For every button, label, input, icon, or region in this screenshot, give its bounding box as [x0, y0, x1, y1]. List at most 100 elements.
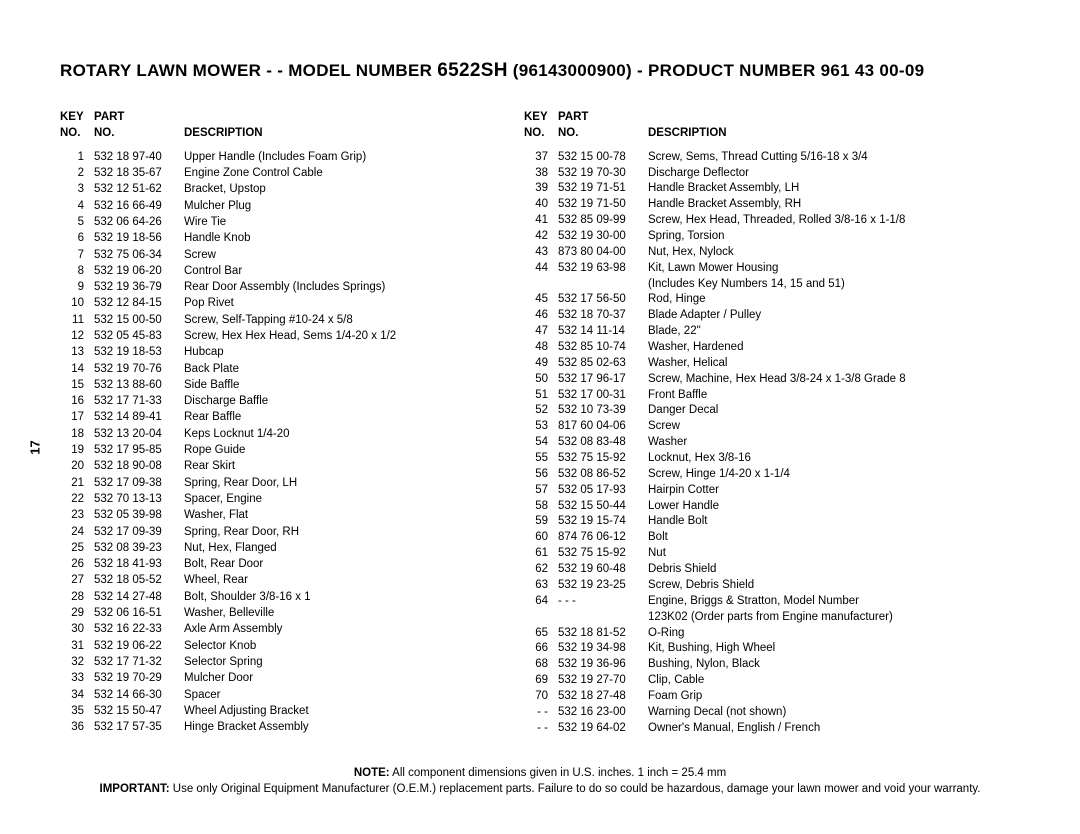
footer-important: IMPORTANT: Use only Original Equipment M… [40, 781, 1040, 798]
cell-key: 52 [524, 403, 558, 419]
table-row: 41532 85 09-99Screw, Hex Head, Threaded,… [524, 213, 928, 229]
cell-desc: Bolt, Rear Door [184, 557, 464, 573]
cell-desc: Owner's Manual, English / French [648, 721, 928, 737]
table-row: 70532 18 27-48Foam Grip [524, 689, 928, 705]
table-row: 1532 18 97-40Upper Handle (Includes Foam… [60, 150, 464, 166]
cell-key: 21 [60, 476, 94, 492]
cell-desc: Keps Locknut 1/4-20 [184, 427, 464, 443]
title-model: 6522SH [437, 60, 507, 81]
table-row: 24532 17 09-39Spring, Rear Door, RH [60, 525, 464, 541]
cell-desc: Mulcher Plug [184, 199, 464, 215]
cell-part: 532 19 71-51 [558, 181, 648, 197]
cell-key: 44 [524, 261, 558, 277]
cell-key: 40 [524, 197, 558, 213]
cell-key: 5 [60, 215, 94, 231]
cell-desc: Screw, Hex Hex Head, Sems 1/4-20 x 1/2 [184, 329, 464, 345]
cell-part: 532 19 60-48 [558, 562, 648, 578]
cell-part: 874 76 06-12 [558, 530, 648, 546]
cell-part: 532 19 18-56 [94, 231, 184, 247]
cell-part: 532 05 45-83 [94, 329, 184, 345]
table-row: 65532 18 81-52O-Ring [524, 626, 928, 642]
cell-part: - - - [558, 594, 648, 610]
cell-part: 532 19 15-74 [558, 514, 648, 530]
cell-key: 4 [60, 199, 94, 215]
cell-part: 532 19 70-30 [558, 166, 648, 182]
cell-desc: Spring, Torsion [648, 229, 928, 245]
cell-key: 28 [60, 590, 94, 606]
cell-desc: Blade Adapter / Pulley [648, 308, 928, 324]
cell-desc: Hairpin Cotter [648, 483, 928, 499]
cell-key: 64 [524, 594, 558, 610]
table-row: 26532 18 41-93Bolt, Rear Door [60, 557, 464, 573]
table-row: 33532 19 70-29Mulcher Door [60, 671, 464, 687]
cell-part: 532 14 66-30 [94, 688, 184, 704]
cell-desc: (Includes Key Numbers 14, 15 and 51) [648, 277, 928, 293]
cell-desc: Clip, Cable [648, 673, 928, 689]
cell-part: 532 85 10-74 [558, 340, 648, 356]
cell-key: 36 [60, 720, 94, 736]
col-desc: DESCRIPTION [648, 110, 928, 150]
cell-desc: Danger Decal [648, 403, 928, 419]
cell-desc: Rear Skirt [184, 459, 464, 475]
table-row: 68532 19 36-96Bushing, Nylon, Black [524, 657, 928, 673]
cell-part: 532 17 09-39 [94, 525, 184, 541]
cell-key: 2 [60, 166, 94, 182]
table-row: 50532 17 96-17Screw, Machine, Hex Head 3… [524, 372, 928, 388]
cell-part: 532 17 09-38 [94, 476, 184, 492]
cell-desc: Front Baffle [648, 388, 928, 404]
cell-key: 19 [60, 443, 94, 459]
cell-desc: Screw [184, 248, 464, 264]
cell-desc: Locknut, Hex 3/8-16 [648, 451, 928, 467]
table-row: 60874 76 06-12Bolt [524, 530, 928, 546]
cell-part: 532 15 00-50 [94, 313, 184, 329]
cell-part: 532 19 36-79 [94, 280, 184, 296]
cell-key: 45 [524, 292, 558, 308]
cell-part: 532 17 96-17 [558, 372, 648, 388]
cell-part: 532 17 57-35 [94, 720, 184, 736]
cell-desc: Washer [648, 435, 928, 451]
cell-part: 532 14 27-48 [94, 590, 184, 606]
cell-desc: Control Bar [184, 264, 464, 280]
table-row: 62532 19 60-48Debris Shield [524, 562, 928, 578]
cell-desc: 123K02 (Order parts from Engine manufact… [648, 610, 928, 626]
cell-key: 46 [524, 308, 558, 324]
cell-part: 532 17 00-31 [558, 388, 648, 404]
cell-part: 532 19 27-70 [558, 673, 648, 689]
table-row: 43873 80 04-00Nut, Hex, Nylock [524, 245, 928, 261]
cell-desc: Selector Spring [184, 655, 464, 671]
cell-desc: Rear Baffle [184, 410, 464, 426]
cell-key: - - [524, 721, 558, 737]
cell-part: 532 18 35-67 [94, 166, 184, 182]
cell-key: 62 [524, 562, 558, 578]
cell-key: 20 [60, 459, 94, 475]
cell-key: 51 [524, 388, 558, 404]
cell-key: 24 [60, 525, 94, 541]
cell-part: 532 06 16-51 [94, 606, 184, 622]
table-row: 18532 13 20-04Keps Locknut 1/4-20 [60, 427, 464, 443]
cell-desc: Rod, Hinge [648, 292, 928, 308]
cell-part: 532 19 70-29 [94, 671, 184, 687]
table-row: 47532 14 11-14Blade, 22" [524, 324, 928, 340]
cell-key: 39 [524, 181, 558, 197]
cell-key [524, 610, 558, 626]
cell-desc: Axle Arm Assembly [184, 622, 464, 638]
cell-key: 22 [60, 492, 94, 508]
cell-key: 59 [524, 514, 558, 530]
cell-key: 13 [60, 345, 94, 361]
cell-key: 18 [60, 427, 94, 443]
cell-desc: Kit, Lawn Mower Housing [648, 261, 928, 277]
cell-desc: Side Baffle [184, 378, 464, 394]
cell-desc: Upper Handle (Includes Foam Grip) [184, 150, 464, 166]
table-row: 66532 19 34-98Kit, Bushing, High Wheel [524, 641, 928, 657]
cell-part: 532 05 39-98 [94, 508, 184, 524]
cell-key: 34 [60, 688, 94, 704]
cell-part: 532 75 06-34 [94, 248, 184, 264]
cell-key: 8 [60, 264, 94, 280]
table-row: 51532 17 00-31Front Baffle [524, 388, 928, 404]
table-row: 38532 19 70-30Discharge Deflector [524, 166, 928, 182]
cell-desc: Screw, Hinge 1/4-20 x 1-1/4 [648, 467, 928, 483]
table-row: 63532 19 23-25Screw, Debris Shield [524, 578, 928, 594]
table-row: 123K02 (Order parts from Engine manufact… [524, 610, 928, 626]
cell-key: 60 [524, 530, 558, 546]
table-row: 22532 70 13-13Spacer, Engine [60, 492, 464, 508]
